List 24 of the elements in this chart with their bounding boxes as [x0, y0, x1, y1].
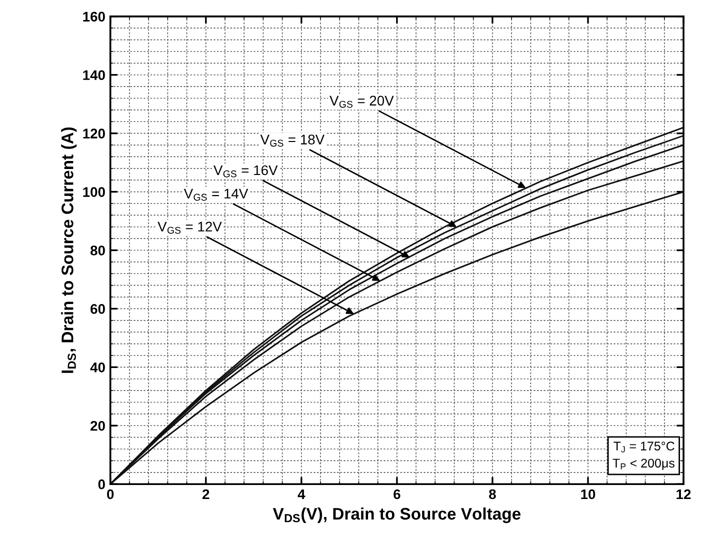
x-tick-label: 0	[107, 489, 114, 500]
x-tick-label: 12	[676, 489, 691, 500]
y-tick-label: 140	[83, 70, 105, 80]
y-tick-label: 160	[83, 12, 105, 22]
y-tick-label: 0	[98, 479, 105, 490]
x-tick-label: 8	[489, 489, 496, 500]
y-tick-label: 120	[83, 128, 105, 138]
x-tick-label: 2	[202, 489, 210, 500]
annotation: V$_{GS}$ = 12V	[158, 222, 222, 234]
y-axis-title: I$_{DS}$, Drain to Source Current (A)	[61, 127, 77, 373]
x-tick-label: 6	[394, 489, 400, 500]
annotation: V$_{GS}$ = 20V	[330, 96, 394, 108]
annotation: V$_{GS}$ = 16V	[214, 165, 278, 178]
annotation: T$_{J}$ = 175°C T$_{P}$ < 200μs	[612, 442, 674, 470]
y-tick-label: 100	[83, 187, 105, 197]
x-tick-label: 4	[298, 489, 306, 500]
y-tick-label: 40	[90, 362, 105, 372]
annotation: V$_{GS}$ = 14V	[184, 188, 248, 201]
x-axis-title: V$_{DS}$(V), Drain to Source Voltage	[272, 507, 521, 524]
y-tick-label: 20	[90, 420, 105, 431]
annotation: V$_{GS}$ = 18V	[260, 134, 325, 147]
y-tick-label: 60	[90, 304, 105, 314]
x-tick-label: 10	[581, 489, 596, 500]
y-tick-label: 80	[90, 246, 105, 256]
